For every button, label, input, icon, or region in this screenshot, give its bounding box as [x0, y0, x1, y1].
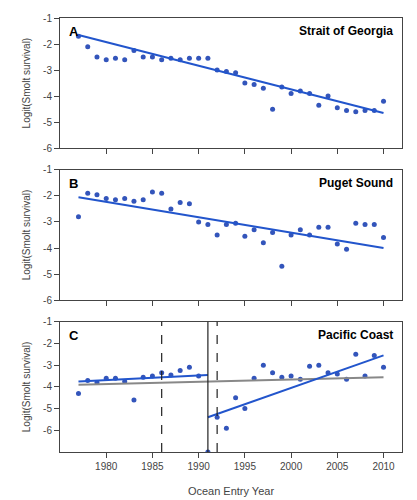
svg-text:Ocean Entry Year: Ocean Entry Year — [188, 485, 275, 497]
svg-text:-1: -1 — [43, 164, 52, 175]
svg-text:1980: 1980 — [95, 461, 118, 472]
svg-text:-6: -6 — [43, 295, 52, 306]
svg-text:2000: 2000 — [280, 461, 303, 472]
svg-text:-4: -4 — [43, 381, 52, 392]
svg-text:Strait of Georgia: Strait of Georgia — [299, 24, 393, 38]
svg-text:-2: -2 — [43, 338, 52, 349]
svg-text:2010: 2010 — [372, 461, 395, 472]
svg-text:1985: 1985 — [141, 461, 164, 472]
svg-text:-5: -5 — [43, 403, 52, 414]
svg-text:-6: -6 — [43, 425, 52, 436]
svg-text:-5: -5 — [43, 269, 52, 280]
svg-text:-3: -3 — [43, 65, 52, 76]
svg-text:1995: 1995 — [234, 461, 257, 472]
svg-text:-5: -5 — [43, 117, 52, 128]
svg-text:Puget Sound: Puget Sound — [319, 176, 393, 190]
svg-text:-3: -3 — [43, 216, 52, 227]
svg-text:-4: -4 — [43, 91, 52, 102]
svg-text:-4: -4 — [43, 243, 52, 254]
svg-text:A: A — [69, 24, 79, 39]
svg-text:C: C — [69, 328, 79, 343]
svg-text:-6: -6 — [43, 143, 52, 154]
svg-text:1990: 1990 — [188, 461, 211, 472]
svg-text:-2: -2 — [43, 190, 52, 201]
svg-text:-3: -3 — [43, 360, 52, 371]
svg-text:Pacific Coast: Pacific Coast — [318, 328, 393, 342]
svg-text:B: B — [69, 176, 78, 191]
svg-text:-2: -2 — [43, 39, 52, 50]
svg-text:-1: -1 — [43, 316, 52, 327]
svg-text:Logit(Smolt survival): Logit(Smolt survival) — [21, 342, 32, 433]
svg-text:Logit(Smolt survival): Logit(Smolt survival) — [21, 38, 32, 129]
svg-text:2005: 2005 — [326, 461, 349, 472]
svg-text:-1: -1 — [43, 13, 52, 24]
svg-text:Logit(Smolt survival): Logit(Smolt survival) — [21, 190, 32, 281]
